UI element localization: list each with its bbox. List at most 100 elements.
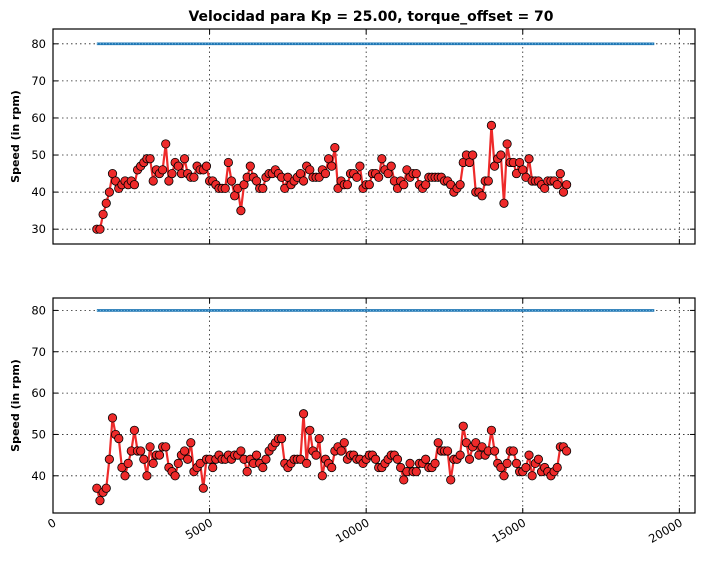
speed-point: [411, 467, 421, 477]
speed-point: [461, 438, 471, 448]
y-tick-label: 60: [31, 386, 46, 400]
speed-point: [392, 454, 403, 464]
speed-point: [101, 483, 111, 493]
speed-point: [377, 154, 387, 164]
y-tick-label: 60: [31, 111, 46, 125]
speed-point: [521, 462, 531, 473]
speed-point: [442, 446, 453, 456]
speed-point: [92, 483, 102, 493]
speed-point: [527, 471, 537, 481]
speed-point: [561, 446, 572, 456]
speed-point: [258, 183, 268, 193]
speed-point: [129, 425, 140, 435]
speed-point: [364, 180, 374, 190]
speed-point: [370, 454, 381, 464]
x-tick-label: 10000: [333, 515, 372, 545]
speed-point: [555, 168, 565, 179]
speed-point: [95, 224, 105, 234]
speed-point: [261, 454, 271, 464]
speed-point: [499, 471, 509, 481]
speed-point: [189, 172, 199, 182]
top-y-axis-label: Speed (in rpm): [9, 90, 22, 183]
speed-point: [458, 421, 468, 431]
speed-point: [511, 458, 522, 468]
speed-point: [433, 438, 443, 448]
speed-point: [446, 475, 456, 485]
speed-point: [471, 438, 481, 448]
speed-point: [524, 154, 534, 164]
speed-point: [220, 183, 230, 193]
speed-point: [208, 462, 218, 473]
speed-point: [314, 433, 324, 444]
speed-point: [339, 438, 349, 448]
speed-point: [161, 139, 171, 149]
speed-point: [139, 454, 149, 464]
y-tick-label: 80: [31, 37, 46, 51]
speed-point: [154, 450, 165, 460]
speed-point: [533, 454, 544, 464]
speed-point: [455, 450, 465, 460]
speed-point: [327, 161, 337, 171]
speed-point: [242, 467, 252, 477]
speed-point: [386, 161, 396, 171]
speed-point: [186, 438, 196, 448]
speed-point: [430, 458, 440, 468]
plot-frame: [52, 28, 696, 245]
speed-point: [136, 446, 146, 456]
y-tick-label: 50: [31, 148, 46, 162]
speed-point: [561, 180, 572, 190]
speed-point: [120, 471, 130, 481]
speed-point: [101, 198, 111, 208]
speed-point: [552, 180, 562, 190]
speed-point: [499, 198, 509, 208]
x-tick-label: 15000: [490, 515, 529, 545]
speed-point: [179, 446, 190, 456]
y-tick-label: 40: [31, 185, 46, 199]
speed-point: [336, 446, 346, 456]
speed-point: [258, 462, 268, 473]
speed-point: [320, 168, 331, 179]
speed-point: [236, 446, 246, 456]
speed-point: [117, 462, 127, 473]
speed-point: [496, 462, 506, 473]
x-tick-label: 0: [45, 515, 58, 531]
bottom-speed-chart: 40 50 60 70 80 0 5000 10000 15000 20000: [31, 297, 696, 546]
speed-point: [477, 191, 487, 201]
speed-point: [198, 483, 208, 493]
speed-point: [486, 120, 497, 130]
speed-point: [148, 176, 158, 186]
chart-title: Velocidad para Kp = 25.00, torque_offset…: [188, 9, 553, 25]
speed-point: [374, 172, 384, 182]
speed-point: [483, 176, 493, 186]
speed-point: [114, 433, 124, 444]
speed-point: [277, 433, 287, 444]
speed-point: [170, 471, 180, 481]
speed-point: [145, 154, 155, 164]
speed-point: [173, 458, 183, 468]
speed-point: [298, 176, 309, 186]
x-tick-label: 5000: [183, 515, 215, 542]
speed-point: [183, 454, 193, 464]
top-speed-chart: 30 40 50 60 70 80: [31, 28, 696, 245]
speed-point: [142, 471, 152, 481]
y-tick-label: 30: [31, 222, 46, 236]
speed-point: [129, 180, 140, 190]
speed-point: [223, 157, 233, 168]
speed-point: [464, 454, 475, 464]
speed-point: [107, 413, 118, 423]
speed-point: [161, 442, 171, 452]
speed-point: [302, 458, 312, 468]
speed-point: [327, 462, 337, 473]
speed-point: [158, 165, 168, 175]
speed-point: [298, 409, 309, 419]
speed-point: [455, 180, 465, 190]
y-tick-label: 70: [31, 345, 46, 359]
y-tick-label: 80: [31, 303, 46, 317]
speed-point: [104, 454, 114, 464]
y-tick-label: 70: [31, 74, 46, 88]
bottom-y-axis-label: Speed (in rpm): [9, 359, 22, 452]
speed-point: [148, 458, 158, 468]
speed-point: [104, 187, 114, 197]
speed-point: [226, 176, 237, 186]
